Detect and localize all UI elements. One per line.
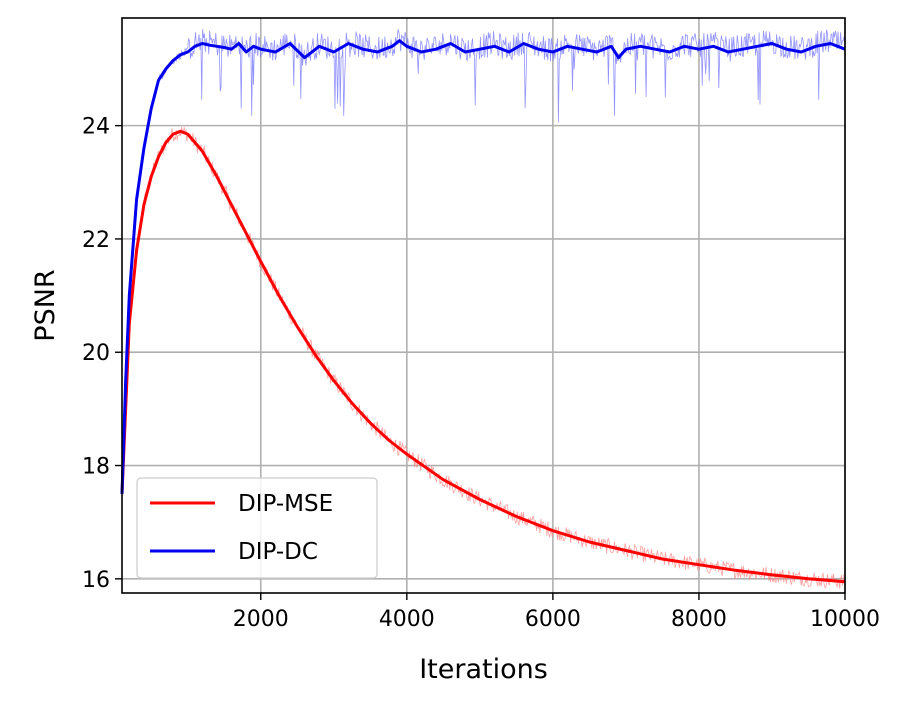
legend-label-dip-mse: DIP-MSE [238, 491, 333, 517]
y-axis-label: PSNR [30, 269, 61, 341]
x-axis-label: Iterations [419, 654, 548, 685]
axis-ticks: 2000 4000 6000 8000 10000 16 18 20 22 24 [82, 115, 880, 632]
y-tick-label: 20 [82, 341, 110, 366]
plot-frame [121, 17, 846, 594]
x-tick-label: 10000 [810, 607, 880, 632]
smoothed-series-lines [120, 39, 846, 584]
x-tick-label: 8000 [671, 607, 727, 632]
x-tick-label: 4000 [379, 607, 435, 632]
y-tick-label: 18 [82, 455, 110, 480]
x-tick-label: 6000 [525, 607, 581, 632]
series-line-dip-dc [120, 39, 846, 494]
y-tick-label: 22 [82, 228, 110, 253]
x-tick-label: 2000 [233, 607, 289, 632]
y-tick-label: 24 [82, 115, 110, 140]
y-tick-label: 16 [82, 568, 110, 593]
legend: DIP-MSE DIP-DC [136, 477, 378, 579]
legend-label-dip-dc: DIP-DC [238, 539, 318, 565]
series-line-dip-mse [120, 129, 846, 584]
raw-trace-dip-dc [121, 29, 846, 496]
